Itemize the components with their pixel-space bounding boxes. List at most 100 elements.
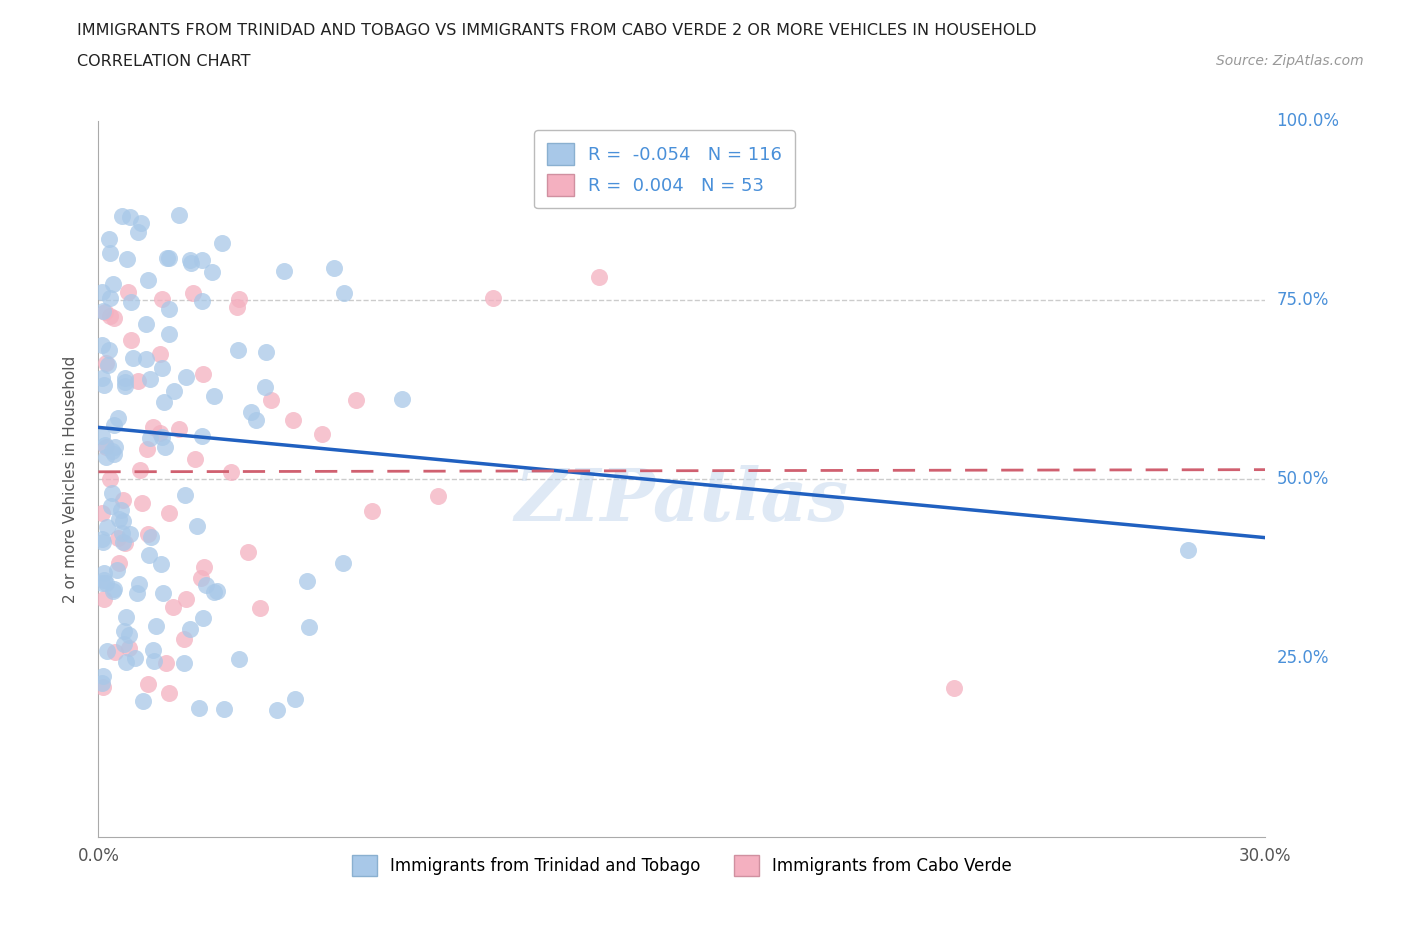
Point [211, 236, 233, 251]
Point [152, 586, 174, 601]
Point [167, 207, 190, 222]
Point [94, 355, 117, 370]
Text: ZIPatlas: ZIPatlas [515, 465, 849, 536]
Text: IMMIGRANTS FROM TRINIDAD AND TOBAGO VS IMMIGRANTS FROM CABO VERDE 2 OR MORE VEHI: IMMIGRANTS FROM TRINIDAD AND TOBAGO VS I… [77, 23, 1038, 38]
Point [120, 210, 142, 225]
Point [273, 264, 295, 279]
Point [124, 650, 146, 665]
Point [226, 343, 249, 358]
Point [427, 489, 450, 504]
Point [149, 425, 172, 440]
Point [110, 525, 132, 540]
Point [139, 372, 162, 387]
Point [115, 655, 138, 670]
Text: Source: ZipAtlas.com: Source: ZipAtlas.com [1216, 54, 1364, 68]
Point [98, 246, 121, 260]
Point [163, 384, 186, 399]
Point [167, 422, 190, 437]
Point [107, 411, 129, 426]
Point [136, 526, 159, 541]
Point [212, 702, 235, 717]
Point [202, 388, 225, 403]
Point [91, 338, 114, 352]
Point [100, 444, 122, 458]
Point [127, 585, 149, 600]
Point [91, 680, 114, 695]
Point [94, 305, 117, 320]
Point [173, 631, 195, 646]
Point [139, 529, 162, 544]
Point [96, 520, 118, 535]
Point [156, 250, 179, 265]
Point [259, 392, 281, 407]
Point [111, 514, 134, 529]
Point [128, 577, 150, 591]
Point [97, 342, 120, 357]
Point [135, 316, 157, 331]
Point [103, 582, 125, 597]
Point [249, 600, 271, 615]
Point [136, 272, 159, 287]
Point [112, 492, 135, 507]
Point [93, 565, 115, 580]
Point [96, 358, 118, 373]
Point [103, 418, 125, 432]
Point [159, 250, 181, 265]
Point [179, 621, 201, 636]
Point [142, 642, 165, 657]
Point [157, 302, 180, 317]
Point [1177, 542, 1199, 557]
Point [180, 255, 202, 270]
Point [360, 503, 382, 518]
Point [148, 346, 170, 361]
Point [91, 535, 114, 550]
Point [240, 404, 263, 418]
Point [98, 290, 121, 305]
Point [112, 636, 135, 651]
Point [219, 465, 242, 480]
Point [323, 260, 346, 275]
Point [157, 685, 180, 700]
Point [93, 591, 115, 606]
Point [91, 285, 114, 299]
Point [142, 419, 165, 434]
Legend: Immigrants from Trinidad and Tobago, Immigrants from Cabo Verde: Immigrants from Trinidad and Tobago, Imm… [346, 849, 1018, 883]
Point [132, 694, 155, 709]
Point [135, 442, 157, 457]
Point [120, 294, 142, 309]
Text: 75.0%: 75.0% [1277, 291, 1329, 309]
Point [205, 584, 228, 599]
Point [184, 451, 207, 466]
Point [157, 506, 180, 521]
Point [108, 512, 131, 526]
Point [127, 374, 149, 389]
Point [186, 519, 208, 534]
Point [193, 367, 215, 382]
Point [101, 584, 124, 599]
Point [114, 375, 136, 390]
Point [98, 308, 121, 323]
Point [93, 572, 115, 587]
Point [139, 431, 162, 445]
Point [114, 536, 136, 551]
Point [114, 371, 136, 386]
Point [111, 534, 134, 549]
Point [103, 446, 125, 461]
Point [111, 208, 134, 223]
Point [191, 294, 214, 309]
Point [174, 369, 197, 384]
Point [298, 620, 321, 635]
Point [129, 463, 152, 478]
Point [104, 440, 127, 455]
Point [122, 351, 145, 365]
Point [254, 379, 277, 394]
Point [101, 486, 124, 501]
Point [195, 578, 218, 592]
Point [142, 654, 165, 669]
Point [96, 440, 118, 455]
Point [157, 326, 180, 341]
Point [391, 392, 413, 406]
Point [91, 531, 114, 546]
Point [174, 591, 197, 606]
Text: 50.0%: 50.0% [1277, 470, 1329, 488]
